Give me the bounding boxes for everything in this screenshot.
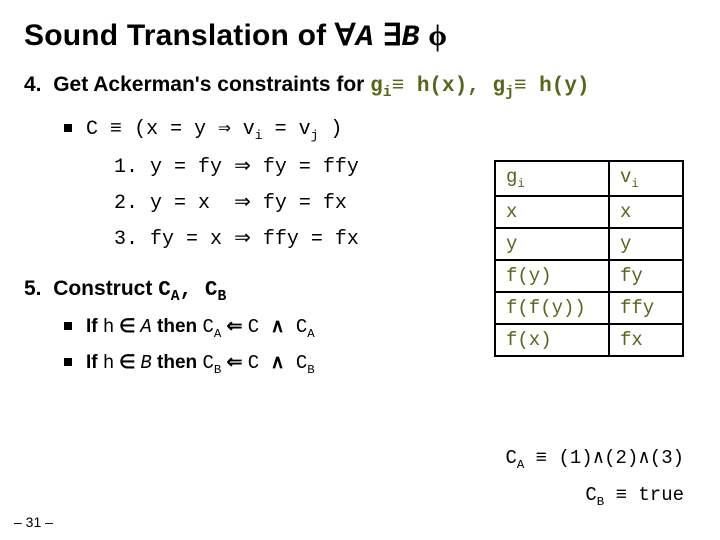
table-cell: x <box>609 196 683 228</box>
table-cell: y <box>609 228 683 260</box>
title-B: B <box>402 21 420 55</box>
table-cell: x <box>495 196 609 228</box>
step4-gj: gj≡ h(y) <box>492 75 589 98</box>
bullet-square-icon <box>64 358 72 366</box>
table-row: f(x)fx <box>495 324 683 356</box>
cb-equation: CB ≡ true <box>585 484 684 509</box>
substitution-table: givi xx yy f(y)fy f(f(y))ffy f(x)fx <box>494 160 684 357</box>
table-cell: fx <box>609 324 683 356</box>
table-cell: fy <box>609 260 683 292</box>
table-cell: y <box>495 228 609 260</box>
title-prefix: Sound Translation of <box>24 19 335 52</box>
c-definition: C ≡ (x = y ⇒ vi = vj ) <box>64 115 696 143</box>
table-row: f(y)fy <box>495 260 683 292</box>
slide-title: Sound Translation of ∀A ∃B ϕ <box>24 18 696 55</box>
table-cell: f(f(y)) <box>495 292 609 324</box>
title-A: A <box>356 21 374 55</box>
step4-comma: , <box>467 75 492 98</box>
forall-symbol: ∀ <box>335 19 356 52</box>
step-4-heading: 4. Get Ackerman's constraints for gi≡ h(… <box>24 73 696 101</box>
table-cell: vi <box>609 161 683 196</box>
table-cell: f(y) <box>495 260 609 292</box>
slide: Sound Translation of ∀A ∃B ϕ 4. Get Acke… <box>0 0 720 540</box>
c-def-text: C ≡ (x = y ⇒ vi = vj ) <box>86 115 342 143</box>
table-row: givi <box>495 161 683 196</box>
step4-gi: gi≡ h(x) <box>370 75 467 98</box>
table-cell: f(x) <box>495 324 609 356</box>
phi-symbol: ϕ <box>428 19 447 52</box>
step4-num: 4. <box>24 73 42 96</box>
step5-CA: CA <box>158 279 179 302</box>
bullet-square-icon <box>64 322 72 330</box>
table-row: f(f(y))ffy <box>495 292 683 324</box>
bullet-dot-icon <box>64 124 72 132</box>
step4-text: Get Ackerman's constraints for <box>53 73 370 96</box>
step5-text: Construct <box>53 277 158 300</box>
table-cell: gi <box>495 161 609 196</box>
page-number: – 31 – <box>14 514 53 530</box>
table-row: xx <box>495 196 683 228</box>
step5-num: 5. <box>24 277 42 300</box>
table-row: yy <box>495 228 683 260</box>
step5-CB: CB <box>205 279 226 302</box>
exists-symbol: ∃ <box>382 19 401 52</box>
table-cell: ffy <box>609 292 683 324</box>
ca-equation: CA ≡ (1)∧(2)∧(3) <box>505 446 684 472</box>
